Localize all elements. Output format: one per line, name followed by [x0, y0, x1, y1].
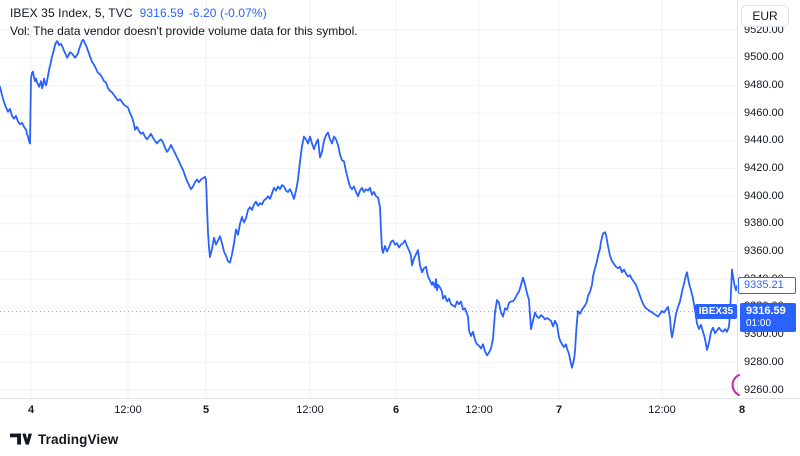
currency-button[interactable]: EUR [741, 5, 789, 27]
price-tick-label: 9280.00 [744, 355, 784, 368]
symbol-title[interactable]: IBEX 35 Index, 5, TVC [10, 6, 133, 20]
price-tick-label: 9400.00 [744, 189, 784, 202]
price-tick-label: 9260.00 [744, 383, 784, 396]
price-chart-canvas [0, 0, 737, 398]
tradingview-brand-text: TradingView [38, 431, 119, 447]
attribution-footer: TradingView [0, 422, 800, 456]
time-tick-label: 5 [202, 404, 210, 416]
price-tick-label: 9440.00 [744, 134, 784, 147]
price-tick-label: 9360.00 [744, 245, 784, 258]
time-tick-label: 8 [738, 404, 746, 416]
time-tick-label: 12:00 [648, 404, 676, 416]
price-series-line [0, 38, 737, 369]
time-tick-label: 4 [27, 404, 35, 416]
price-tick-label: 9460.00 [744, 106, 784, 119]
price-tick-label: 9420.00 [744, 161, 784, 174]
symbol-price-tag: IBEX35 [695, 304, 737, 320]
bar-countdown: 01:00 [746, 317, 772, 329]
time-tick-label: 7 [555, 404, 563, 416]
last-price-label-value: 9316.59 [746, 304, 786, 317]
price-axis[interactable]: EUR 9520.00 9500.00 9480.00 9460.00 9440.00 9… [737, 0, 800, 398]
line-end-price-label: 9335.21 [738, 277, 796, 295]
time-tick-label: 12:00 [114, 404, 142, 416]
time-axis[interactable]: 4 12:00 5 12:00 6 12:00 7 12:00 8 [0, 398, 800, 423]
chart-plot-area[interactable]: IBEX 35 Index, 5, TVC 9316.59 -6.20 (-0.07… [0, 0, 737, 398]
last-price-label: 9316.59 01:00 [740, 302, 796, 332]
time-tick-label: 12:00 [465, 404, 493, 416]
time-tick-label: 6 [392, 404, 400, 416]
price-tick-label: 9480.00 [744, 78, 784, 91]
time-tick-label: 12:00 [296, 404, 324, 416]
tradingview-logo-icon [10, 433, 32, 445]
price-tick-label: 9500.00 [744, 51, 784, 64]
price-tick-label: 9380.00 [744, 217, 784, 230]
tradingview-logo-link[interactable]: TradingView [10, 432, 118, 447]
